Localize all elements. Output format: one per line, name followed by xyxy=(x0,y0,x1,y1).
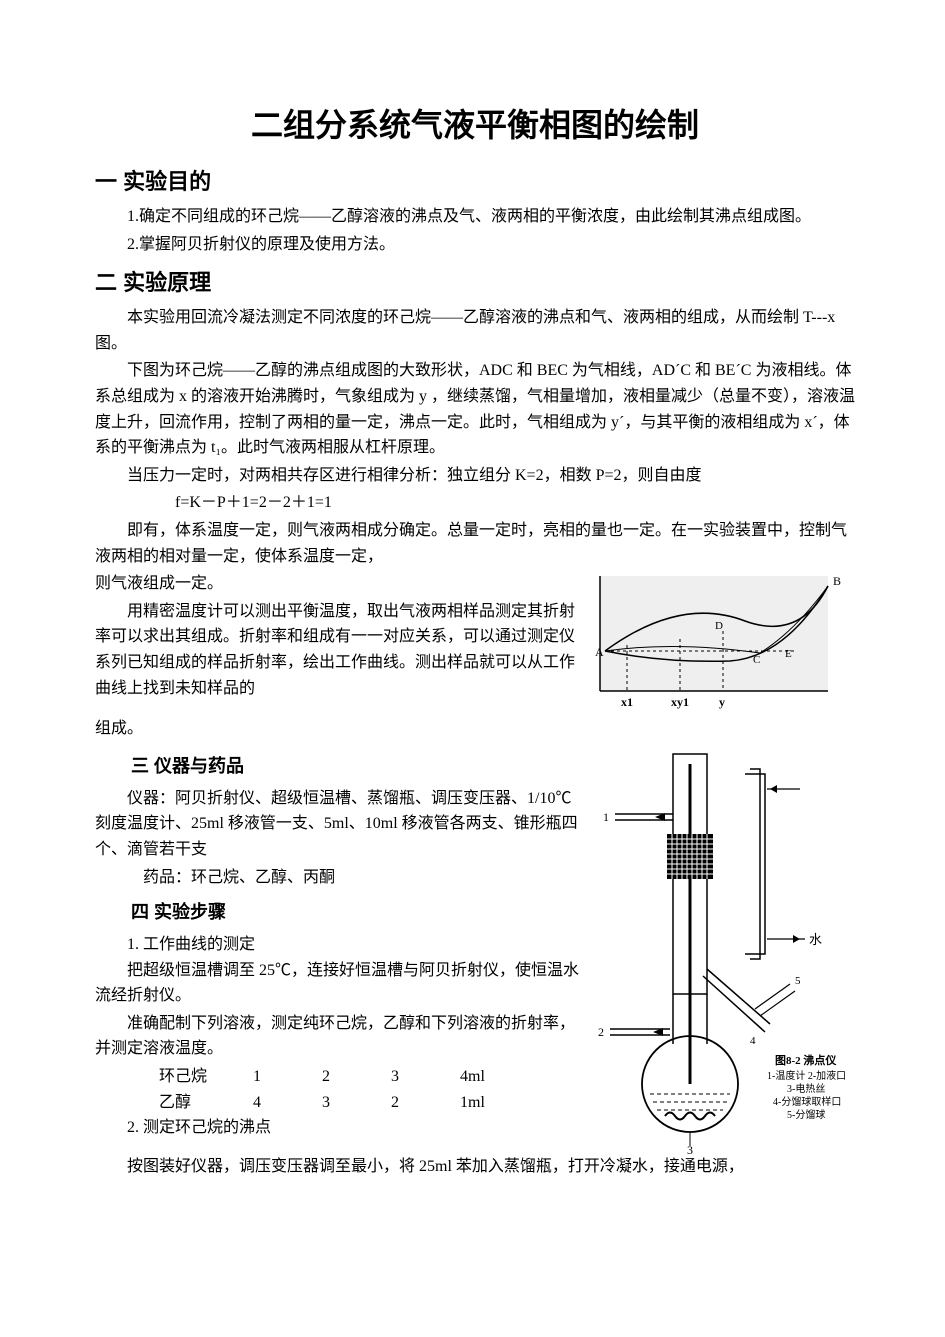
s2-p2: 下图为环己烷——乙醇的沸点组成图的大致形状，ADC 和 BEC 为气相线，AD´… xyxy=(95,358,855,460)
s2-p7: 组成。 xyxy=(95,716,855,742)
tbl-r2-c2: 3 xyxy=(290,1090,355,1116)
svg-text:C: C xyxy=(753,654,760,666)
appar-cap-l3: 4-分馏球取样口 xyxy=(773,1095,841,1108)
tbl-r2-label: 乙醇 xyxy=(127,1090,217,1116)
label-D: D xyxy=(715,620,723,632)
section3-heading: 三 仪器与药品 xyxy=(95,752,585,778)
section2-heading: 二 实验原理 xyxy=(95,265,855,297)
label-y: y xyxy=(719,695,725,709)
s4-step1-p1: 把超级恒温槽调至 25℃，连接好恒温槽与阿贝折射仪，使恒温水流经折射仪。 xyxy=(95,958,585,1009)
s3-p1: 仪器：阿贝折射仪、超级恒温槽、蒸馏瓶、调压变压器、1/10℃刻度温度计、25ml… xyxy=(95,786,585,863)
s2-p1: 本实验用回流冷凝法测定不同浓度的环己烷——乙醇溶液的沸点和气、液两相的组成，从而… xyxy=(95,305,855,356)
tbl-r2-c4: 1ml xyxy=(428,1090,493,1116)
phase-diagram: A B D E C x1 xy1 y xyxy=(595,571,850,716)
s2-p4: 即有，体系温度一定，则气液两相成分确定。总量一定时，亮相的量也一定。在一实验装置… xyxy=(95,518,855,569)
table-row-1: 环己烷 1 2 3 4ml xyxy=(95,1064,585,1090)
apparatus-diagram: 1 水 5 4 xyxy=(595,744,855,1154)
appar-cap-l1: 1-温度计 2-加液口 xyxy=(767,1069,846,1082)
svg-text:5: 5 xyxy=(795,975,801,987)
appar-water: 水 xyxy=(809,932,822,947)
label-xy1: xy1 xyxy=(671,695,689,709)
s1-p1: 1.确定不同组成的环己烷——乙醇溶液的沸点及气、液两相的平衡浓度，由此绘制其沸点… xyxy=(95,204,855,230)
s3-p2: 药品：环己烷、乙醇、丙酮 xyxy=(95,865,585,891)
tbl-r1-c3: 3 xyxy=(359,1064,424,1090)
appar-n2: 2 xyxy=(598,1025,604,1039)
label-x1: x1 xyxy=(621,695,633,709)
svg-text:4: 4 xyxy=(750,1035,756,1047)
s1-p2: 2.掌握阿贝折射仪的原理及使用方法。 xyxy=(95,232,855,258)
label-B: B xyxy=(833,574,841,588)
s4-step2-p1: 按图装好仪器，调压变压器调至最小，将 25ml 苯加入蒸馏瓶，打开冷凝水，接通电… xyxy=(95,1154,855,1180)
s2-formula: f=K－P＋1=2－2＋1=1 xyxy=(95,490,855,516)
tbl-r1-label: 环己烷 xyxy=(127,1064,217,1090)
page-title: 二组分系统气液平衡相图的绘制 xyxy=(95,100,855,146)
s2-p5: 则气液组成一定。 xyxy=(95,571,585,597)
appar-cap-l4: 5-分馏球 xyxy=(787,1108,825,1121)
tbl-r1-c4: 4ml xyxy=(428,1064,493,1090)
s2-p6: 用精密温度计可以测出平衡温度，取出气液两相样品测定其折射率可以求出其组成。折射率… xyxy=(95,599,585,701)
s2-p3: 当压力一定时，对两相共存区进行相律分析：独立组分 K=2，相数 P=2，则自由度 xyxy=(95,463,855,489)
appar-n1: 1 xyxy=(603,810,609,824)
appar-caption-title: 图8-2 沸点仪 xyxy=(775,1053,837,1067)
s4-step2-label: 2. 测定环己烷的沸点 xyxy=(95,1115,585,1141)
label-E: E xyxy=(785,648,792,660)
tbl-r1-c2: 2 xyxy=(290,1064,355,1090)
tbl-r2-c3: 2 xyxy=(359,1090,424,1116)
s4-step1-p2: 准确配制下列溶液，测定纯环己烷，乙醇和下列溶液的折射率，并测定溶液温度。 xyxy=(95,1011,585,1062)
table-row-2: 乙醇 4 3 2 1ml xyxy=(95,1090,585,1116)
s4-step1-label: 1. 工作曲线的测定 xyxy=(95,932,585,958)
appar-n3: 3 xyxy=(687,1143,693,1154)
tbl-r2-c1: 4 xyxy=(221,1090,286,1116)
appar-cap-l2: 3-电热丝 xyxy=(787,1082,825,1095)
section4-heading: 四 实验步骤 xyxy=(95,898,585,924)
label-A: A xyxy=(595,645,604,659)
tbl-r1-c1: 1 xyxy=(221,1064,286,1090)
section1-heading: 一 实验目的 xyxy=(95,164,855,196)
